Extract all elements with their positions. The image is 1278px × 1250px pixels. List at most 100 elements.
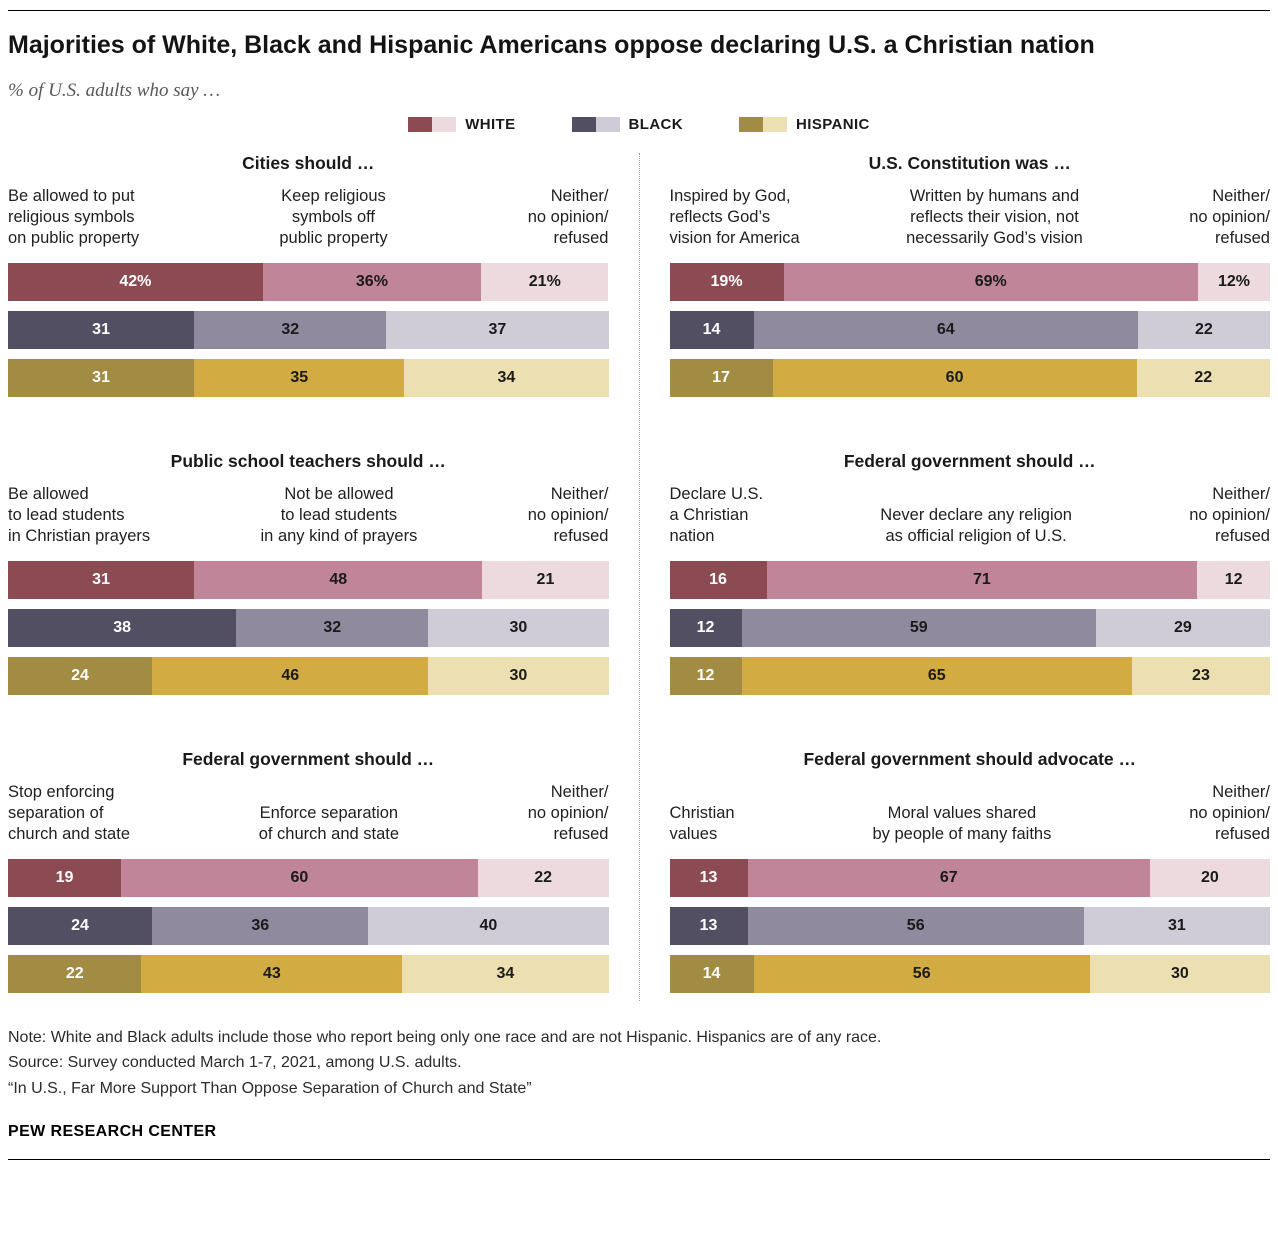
bar-segment: 30	[428, 656, 609, 695]
column-header: Neither/ no opinion/ refused	[1189, 783, 1270, 844]
legend: WHITE BLACK HISPANIC	[8, 116, 1270, 133]
column-header: Never declare any religion as official r…	[880, 506, 1072, 546]
bar-segment: 35	[194, 358, 405, 397]
bottom-rule	[8, 1159, 1270, 1161]
bar-segment: 38	[8, 608, 237, 647]
bar-segment: 12	[669, 608, 742, 647]
bar-hispanic: 12 65 23	[669, 656, 1270, 695]
bar-segment: 71	[766, 560, 1198, 599]
bar-segment: 22	[8, 954, 142, 993]
white-swatch-icon	[408, 116, 457, 132]
panel-federal-government-should-advocate: Federal government should advocate … Chri…	[669, 749, 1271, 993]
column-header: Not be allowed to lead students in any k…	[260, 485, 418, 546]
bar-segment: 30	[428, 608, 609, 647]
column-header: Neither/ no opinion/ refused	[527, 187, 609, 248]
bar-segment: 48	[194, 560, 483, 599]
page-subtitle: % of U.S. adults who say …	[8, 79, 221, 101]
bar-segment: 31	[8, 358, 195, 397]
column-header: Neither/ no opinion/ refused	[1189, 485, 1270, 546]
bar-segment: 43	[141, 954, 403, 993]
column-header: Declare U.S. a Christian nation	[669, 485, 764, 546]
bar-white: 16 71 12	[669, 560, 1271, 599]
bar-segment: 24	[8, 906, 153, 945]
bar-white: 13 67 20	[669, 858, 1271, 897]
legend-label-black: BLACK	[628, 115, 684, 133]
legend-item-white: WHITE	[408, 116, 515, 133]
bars: 19 60 22 24 36 40 22 43 34	[8, 858, 609, 993]
bar-white: 31 48 21	[8, 560, 609, 599]
right-column: U.S. Constitution was … Inspired by God, …	[669, 152, 1271, 1001]
bar-segment: 21	[482, 560, 609, 599]
bar-segment: 32	[194, 310, 387, 349]
bars: 13 67 20 13 56 31 14 56 30	[669, 858, 1271, 993]
column-header: Moral values shared by people of many fa…	[872, 804, 1052, 844]
bar-black: 24 36 40	[8, 906, 609, 945]
bar-segment: 34	[402, 954, 609, 993]
panel-title: Federal government should …	[182, 748, 435, 769]
bar-segment: 40	[368, 906, 609, 945]
bar-segment: 19%	[669, 262, 784, 301]
column-header: Be allowed to lead students in Christian…	[8, 485, 151, 546]
bar-segment: 12	[1197, 560, 1270, 599]
bars: 16 71 12 12 59 29 12 65 23	[669, 560, 1271, 695]
footer: Note: White and Black adults include tho…	[8, 1025, 1270, 1142]
column-headers: Inspired by God, reflects God’s vision f…	[670, 186, 1271, 250]
panel-title: Cities should …	[242, 152, 375, 173]
brand: PEW RESEARCH CENTER	[8, 1123, 217, 1141]
column-header: Keep religious symbols off public proper…	[279, 187, 388, 248]
bar-black: 31 32 37	[8, 310, 609, 349]
bar-segment: 65	[741, 656, 1132, 695]
bar-hispanic: 24 46 30	[8, 656, 609, 695]
panel-title: Federal government should …	[843, 450, 1096, 471]
bar-hispanic: 22 43 34	[8, 954, 609, 993]
bar-hispanic: 31 35 34	[8, 358, 609, 397]
bar-segment: 59	[741, 608, 1096, 647]
bar-segment: 32	[236, 608, 429, 647]
legend-item-hispanic: HISPANIC	[739, 116, 870, 133]
bar-segment: 12	[669, 656, 742, 695]
bar-segment: 36	[152, 906, 369, 945]
bar-segment: 19	[8, 858, 121, 897]
bar-black: 14 64 22	[669, 310, 1271, 349]
column-headers: Be allowed to put religious symbols on p…	[8, 186, 609, 250]
bar-white: 19% 69% 12%	[669, 262, 1270, 301]
bars: 19% 69% 12% 14 64 22 17 60 22	[669, 262, 1271, 397]
column-header: Neither/ no opinion/ refused	[527, 485, 609, 546]
bar-segment: 16	[669, 560, 767, 599]
column-headers: Declare U.S. a Christian nation Never dec…	[670, 484, 1271, 548]
bar-segment: 31	[1083, 906, 1270, 945]
panel-federal-government-should-separation: Federal government should … Stop enforcin…	[8, 749, 609, 993]
bar-hispanic: 14 56 30	[669, 954, 1270, 993]
bar-segment: 31	[8, 310, 195, 349]
footer-source: Source: Survey conducted March 1-7, 2021…	[8, 1054, 462, 1072]
bar-segment: 12%	[1197, 262, 1270, 301]
panel-public-school-teachers-should: Public school teachers should … Be allowe…	[8, 451, 609, 695]
bar-segment: 56	[753, 954, 1090, 993]
column-header: Written by humans and reflects their vis…	[906, 187, 1083, 248]
column-header: Neither/ no opinion/ refused	[527, 783, 609, 844]
column-headers: Christian values Moral values shared by p…	[670, 782, 1271, 846]
hispanic-swatch-icon	[739, 116, 788, 132]
bar-segment: 13	[669, 858, 748, 897]
bar-segment: 42%	[8, 262, 263, 301]
panel-title: U.S. Constitution was …	[868, 152, 1071, 173]
panel-title: Public school teachers should …	[170, 450, 446, 471]
bar-segment: 22	[1137, 310, 1270, 349]
bar-segment: 22	[477, 858, 609, 897]
bar-segment: 13	[669, 906, 748, 945]
bar-black: 38 32 30	[8, 608, 609, 647]
bar-segment: 60	[772, 358, 1137, 397]
bar-segment: 29	[1095, 608, 1270, 647]
bar-black: 12 59 29	[669, 608, 1270, 647]
bar-black: 13 56 31	[669, 906, 1270, 945]
bars: 42% 36% 21% 31 32 37 31 35 34	[8, 262, 609, 397]
panel-cities-should: Cities should … Be allowed to put religio…	[8, 153, 609, 397]
panel-federal-government-should-declare: Federal government should … Declare U.S. …	[669, 450, 1271, 695]
bar-segment: 22	[1136, 358, 1270, 397]
bar-segment: 14	[669, 954, 754, 993]
column-headers: Stop enforcing separation of church and …	[8, 782, 609, 846]
column-header: Inspired by God, reflects God’s vision f…	[669, 187, 800, 248]
bar-hispanic: 17 60 22	[669, 358, 1271, 397]
legend-label-hispanic: HISPANIC	[796, 115, 870, 133]
